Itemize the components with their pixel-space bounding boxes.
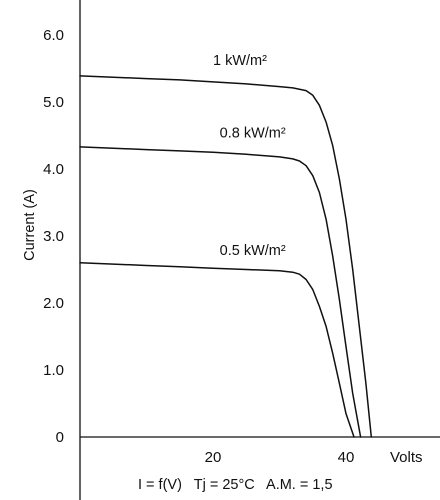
y-tick-label: 1.0 [43, 362, 64, 379]
y-tick-label: 2.0 [43, 295, 64, 312]
y-tick-label: 4.0 [43, 161, 64, 178]
series-line [79, 146, 362, 438]
y-axis-label: Current (A) [22, 189, 38, 261]
curve-annotation-label: 0.8 kW/m² [220, 126, 286, 142]
x-tick-label: 40 [338, 449, 355, 466]
curve-annotation-label: 1 kW/m² [213, 53, 267, 69]
x-tick-labels: 20 40 [205, 449, 355, 466]
y-tick-label: 5.0 [43, 94, 64, 111]
series-curves [79, 75, 373, 438]
plot-frame [79, 0, 440, 500]
y-tick-labels: 0 1.0 2.0 3.0 4.0 5.0 6.0 [43, 27, 64, 446]
chart-footer: I = f(V) Tj = 25°C A.M. = 1,5 [138, 477, 333, 493]
y-tick-label: 3.0 [43, 228, 64, 245]
series-line [79, 262, 355, 438]
x-tick-label: 20 [205, 449, 222, 466]
y-tick-label: 0 [56, 429, 64, 446]
curve-annotation-label: 0.5 kW/m² [220, 243, 286, 259]
x-axis-label: Volts [390, 449, 423, 466]
curve-labels: 1 kW/m² 0.8 kW/m² 0.5 kW/m² [213, 53, 286, 259]
series-line [79, 75, 373, 438]
y-tick-label: 6.0 [43, 27, 64, 44]
